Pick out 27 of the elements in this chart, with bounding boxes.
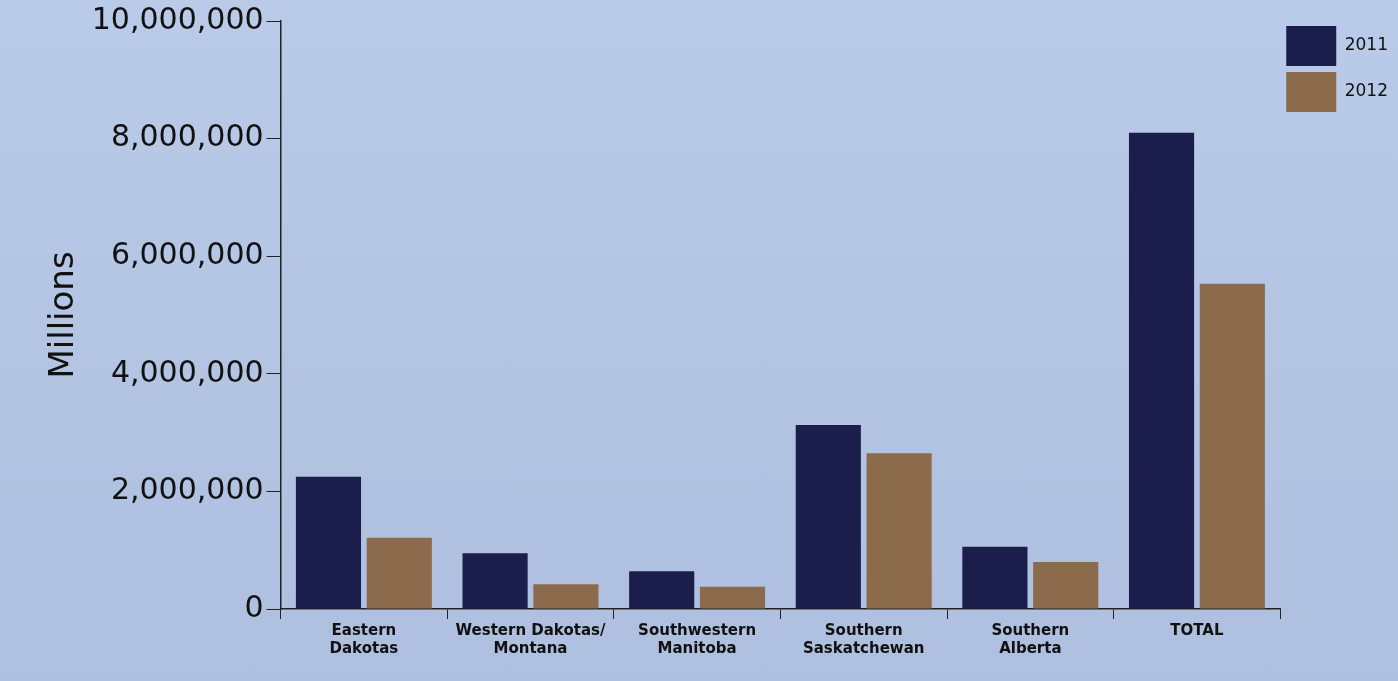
bar	[1128, 132, 1195, 609]
bar	[462, 553, 528, 609]
bar	[962, 546, 1028, 609]
bar	[866, 453, 932, 609]
x-tick-label: Southern Saskatchewan	[802, 620, 925, 657]
bar	[295, 476, 362, 609]
legend-label: 2011	[1344, 34, 1388, 55]
bar	[795, 424, 861, 609]
bar	[629, 571, 695, 609]
y-tick-label: 8,000,000	[110, 118, 264, 154]
y-tick-label: 0	[244, 588, 264, 624]
legend-label: 2012	[1344, 80, 1388, 101]
bar	[1199, 283, 1265, 609]
y-tick-label: 10,000,000	[91, 0, 264, 36]
y-tick-label: 4,000,000	[110, 353, 264, 389]
y-axis-title: Millions	[41, 251, 82, 379]
bar	[1033, 561, 1099, 609]
x-tick-label: Eastern Dakotas	[329, 620, 399, 657]
bar	[533, 584, 599, 609]
bar	[366, 537, 432, 609]
x-tick-label: TOTAL	[1170, 620, 1224, 639]
x-tick-label: Southern Alberta	[991, 620, 1070, 657]
y-tick-label: 2,000,000	[110, 471, 264, 507]
x-tick-label: Western Dakotas/ Montana	[455, 620, 606, 657]
x-tick-label: Southwestern Manitoba	[638, 620, 757, 657]
y-tick-label: 6,000,000	[110, 236, 264, 271]
bar	[699, 586, 766, 609]
